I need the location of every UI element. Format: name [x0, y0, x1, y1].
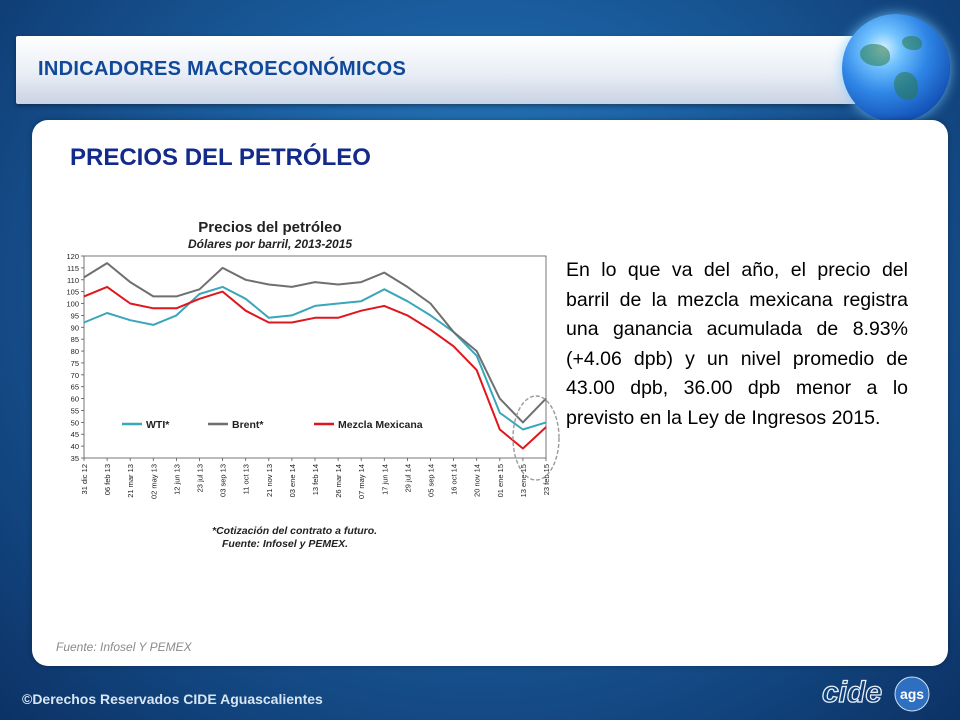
x-tick-label: 21 nov 13	[265, 464, 274, 497]
oil-price-chart: Precios del petróleo Dólares por barril,…	[44, 212, 560, 560]
x-tick-label: 11 oct 13	[242, 464, 251, 494]
y-tick-label: 55	[71, 406, 79, 415]
legend-label: Mezcla Mexicana	[338, 419, 423, 431]
x-tick-label: 03 sep 13	[219, 464, 228, 497]
chart-subtitle: Dólares por barril, 2013-2015	[188, 237, 352, 251]
highlight-ellipse	[512, 395, 560, 481]
logo-circle	[894, 676, 930, 712]
y-tick-label: 115	[67, 264, 79, 273]
x-tick-label: 03 ene 14	[288, 464, 297, 497]
x-tick-label: 13 feb 14	[311, 464, 320, 495]
y-tick-label: 90	[71, 323, 79, 332]
series-line-mezcla	[83, 285, 547, 450]
logo-suffix: ags	[900, 686, 924, 702]
series-line-brent	[83, 262, 547, 424]
legend-label: Brent*	[232, 419, 264, 431]
x-tick-label: 16 oct 14	[450, 464, 459, 495]
x-tick-label: 12 jun 13	[172, 464, 181, 495]
content-panel: PRECIOS DEL PETRÓLEO Precios del petróle…	[32, 120, 948, 666]
y-tick-label: 85	[71, 335, 79, 344]
globe-logo	[842, 14, 950, 122]
legend-label: WTI*	[146, 419, 170, 431]
x-tick-label: 26 mar 14	[334, 464, 343, 498]
logo-text: cide	[822, 676, 882, 709]
x-tick-label: 13 ene 15	[519, 464, 528, 497]
globe-land	[894, 72, 918, 100]
x-tick-label: 17 jun 14	[380, 464, 389, 495]
y-tick-label: 95	[71, 311, 79, 320]
footer-copyright: ©Derechos Reservados CIDE Aguascalientes	[22, 691, 323, 707]
chart-title: Precios del petróleo	[198, 219, 341, 236]
header-title: INDICADORES MACROECONÓMICOS	[38, 58, 407, 80]
series-line-wti	[83, 285, 547, 431]
x-tick-label: 21 mar 13	[126, 464, 135, 498]
y-tick-label: 100	[66, 300, 79, 309]
y-tick-label: 120	[66, 252, 79, 261]
y-tick-label: 70	[71, 371, 79, 380]
x-tick-label: 07 may 14	[357, 464, 366, 499]
chart-note: *Cotización del contrato a futuro.	[212, 525, 377, 537]
x-tick-label: 02 may 13	[149, 464, 158, 499]
section-title: PRECIOS DEL PETRÓLEO	[70, 144, 371, 171]
header-bar: INDICADORES MACROECONÓMICOS	[16, 36, 856, 104]
globe-land	[860, 44, 890, 66]
y-tick-label: 110	[67, 276, 79, 285]
globe-land	[902, 36, 922, 50]
x-tick-label: 23 feb 15	[542, 464, 551, 495]
y-tick-label: 105	[66, 288, 79, 297]
y-tick-label: 75	[71, 359, 79, 368]
y-tick-label: 35	[71, 454, 79, 463]
chart-source: Fuente: Infosel y PEMEX.	[222, 538, 348, 550]
x-tick-label: 06 feb 13	[103, 464, 112, 495]
y-tick-label: 50	[71, 418, 79, 427]
source-note: Fuente: Infosel Y PEMEX	[56, 640, 192, 654]
x-tick-label: 29 jul 14	[403, 464, 412, 492]
x-tick-label: 01 ene 15	[496, 464, 505, 497]
description-text: En lo que va del año, el precio del barr…	[566, 259, 908, 429]
x-tick-label: 05 sep 14	[427, 464, 436, 497]
x-tick-label: 31 dic 12	[80, 464, 89, 494]
chart-svg: Precios del petróleo Dólares por barril,…	[66, 219, 560, 550]
y-tick-label: 80	[71, 347, 79, 356]
y-tick-label: 65	[71, 383, 79, 392]
y-tick-label: 45	[71, 430, 79, 439]
cide-ags-logo: cide ags	[821, 675, 930, 712]
y-tick-label: 40	[71, 442, 79, 451]
x-tick-label: 20 nov 14	[473, 464, 482, 497]
x-tick-label: 23 jul 13	[196, 464, 205, 492]
y-tick-label: 60	[71, 395, 79, 404]
